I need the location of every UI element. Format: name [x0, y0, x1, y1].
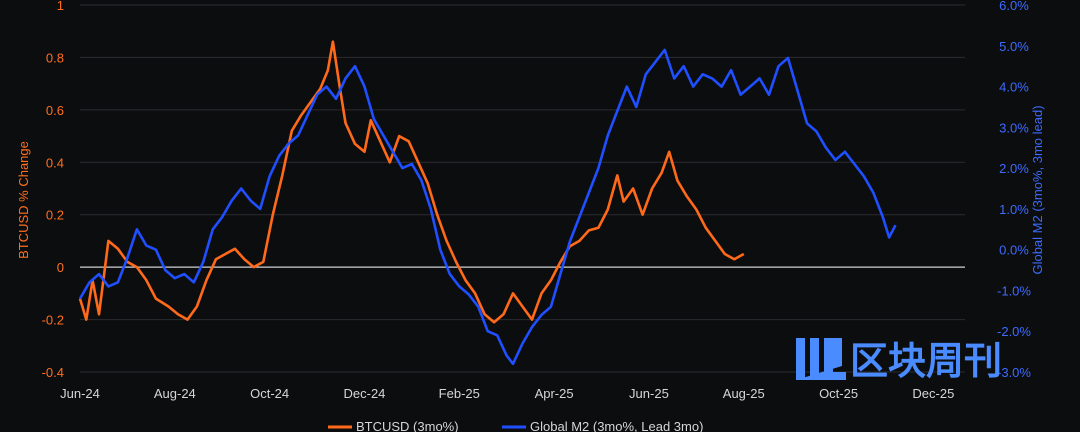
series-line-global-m2: [78, 48, 897, 366]
right-tick-label: 6.0%: [999, 0, 1029, 13]
left-tick-label: 0.2: [46, 208, 64, 223]
x-tick-label: Aug-24: [154, 386, 196, 401]
series: [78, 40, 897, 366]
x-tick-label: Jun-24: [60, 386, 100, 401]
right-y-axis-ticks: 6.0% 5.0% 4.0% 3.0% 2.0% 1.0% 0.0% -1.0% -2.0% -3…: [997, 0, 1031, 380]
left-tick-label: 0.6: [46, 103, 64, 118]
watermark-logo-icon: [796, 338, 846, 380]
watermark: 区块周刊: [796, 338, 1002, 383]
left-tick-label: 0.8: [46, 50, 64, 65]
x-tick-label: Oct-24: [250, 386, 289, 401]
x-tick-label: Aug-25: [723, 386, 765, 401]
right-tick-label: 2.0%: [999, 161, 1029, 176]
x-tick-label: Oct-25: [819, 386, 858, 401]
legend: BTCUSD (3mo%) Global M2 (3mo%, Lead 3mo): [328, 419, 703, 432]
x-tick-label: Dec-25: [912, 386, 954, 401]
right-tick-label: 0.0%: [999, 243, 1029, 258]
left-y-axis-label: BTCUSD % Change: [16, 141, 31, 259]
left-tick-label: 0.4: [46, 155, 64, 170]
right-tick-label: -2.0%: [997, 324, 1031, 339]
right-tick-label: 4.0%: [999, 80, 1029, 95]
left-tick-label: -0.2: [42, 313, 64, 328]
x-tick-label: Feb-25: [439, 386, 480, 401]
series-line-btcusd: [78, 40, 745, 324]
left-tick-label: 0: [57, 260, 64, 275]
right-tick-label: 1.0%: [999, 202, 1029, 217]
right-tick-label: 5.0%: [999, 39, 1029, 54]
watermark-text: 区块周刊: [850, 339, 1002, 383]
left-tick-label: -0.4: [42, 365, 64, 380]
legend-label-btcusd: BTCUSD (3mo%): [356, 419, 459, 432]
x-tick-label: Jun-25: [629, 386, 669, 401]
x-axis-ticks: Jun-24 Aug-24 Oct-24 Dec-24 Feb-25 Apr-25 Jun-…: [60, 386, 954, 401]
right-tick-label: -3.0%: [997, 365, 1031, 380]
right-y-axis-label: Global M2 (3mo%, 3mo lead): [1030, 105, 1045, 274]
right-tick-label: -1.0%: [997, 283, 1031, 298]
left-tick-label: 1: [57, 0, 64, 13]
right-tick-label: 3.0%: [999, 120, 1029, 135]
x-tick-label: Dec-24: [344, 386, 386, 401]
x-tick-label: Apr-25: [535, 386, 574, 401]
legend-label-m2: Global M2 (3mo%, Lead 3mo): [530, 419, 703, 432]
left-y-axis-ticks: 1 0.8 0.6 0.4 0.2 0 -0.2 -0.4: [42, 0, 64, 380]
grid: [80, 4, 965, 373]
